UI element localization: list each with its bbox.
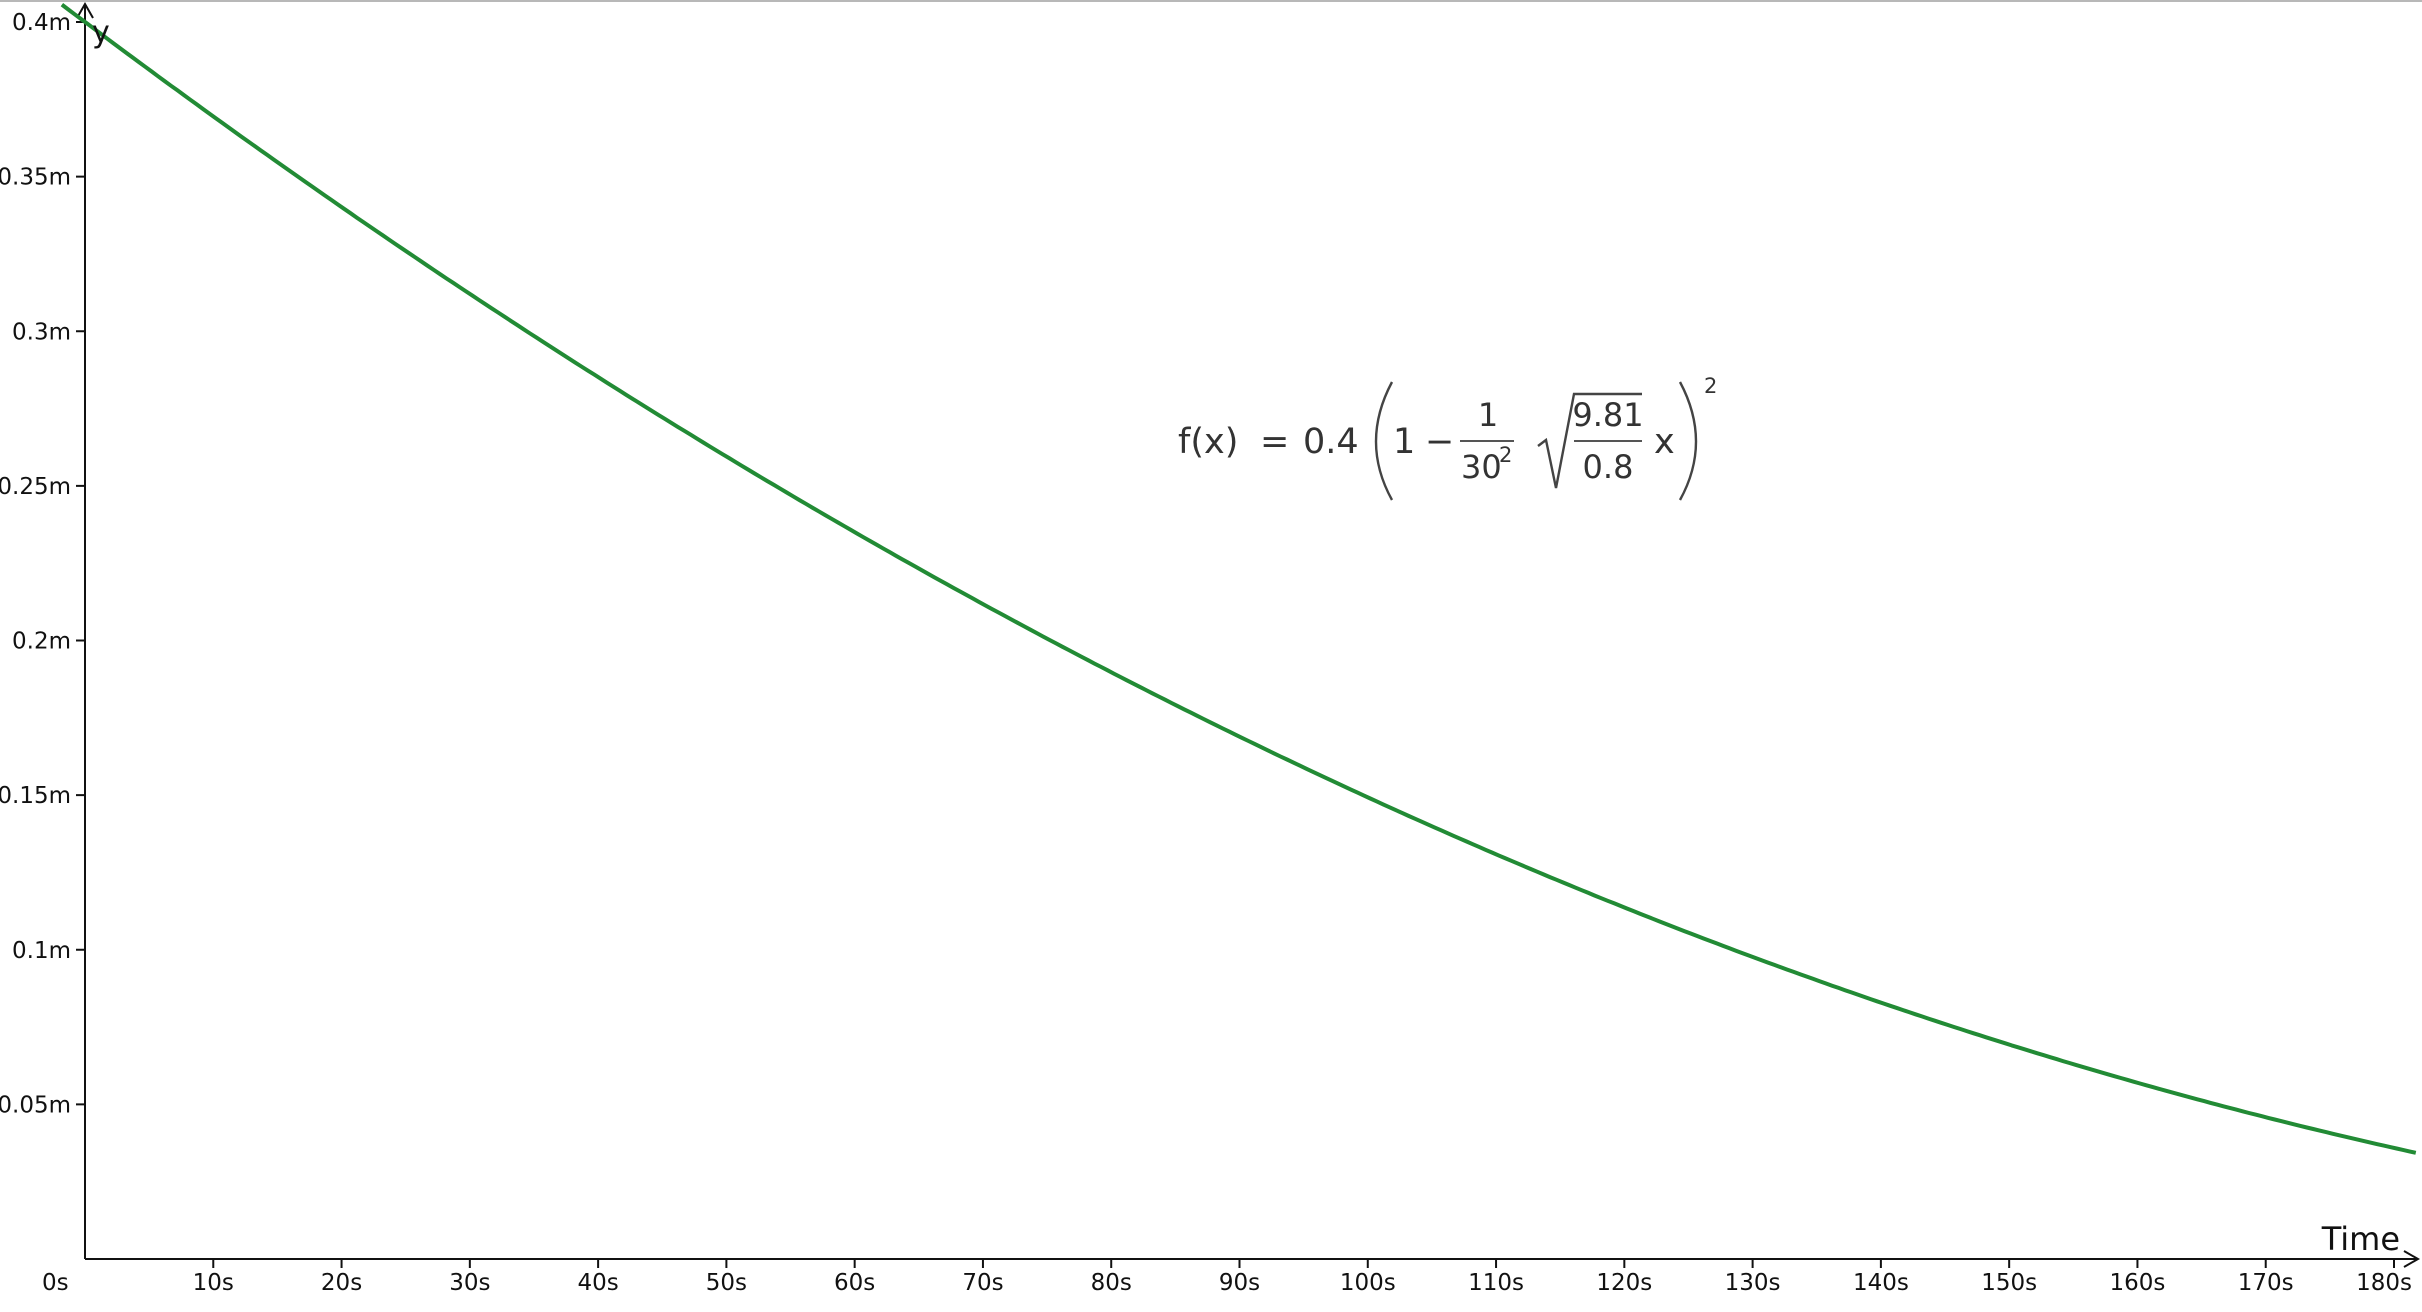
formula-equals: = [1260,422,1289,462]
x-tick-label: 10s [193,1270,234,1296]
x-tick-label: 70s [962,1270,1003,1296]
formula-sqrt-denominator: 0.8 [1583,448,1634,486]
y-axis-arrow [76,1,94,19]
x-tick-label: 160s [2109,1270,2165,1296]
y-axis-title: y [92,15,110,50]
y-tick-label: 0.3m [12,319,71,345]
y-tick-label: 0.35m [0,165,71,191]
x-tick-label: 40s [577,1270,618,1296]
x-tick-label: 130s [1725,1270,1781,1296]
y-tick-label: 0.2m [12,629,71,655]
y-tick-label: 0.4m [12,10,71,36]
x-axis-ticks: 0s 10s 20s 30s 40s 50s 60s 70s 80s 90s 100s 110s 120… [42,1259,2412,1296]
x-axis-title: Time [2321,1220,2400,1258]
series-layer [60,3,2417,1155]
x-tick-label: 90s [1219,1270,1260,1296]
x-tick-label: 110s [1468,1270,1524,1296]
x-axis-arrow [2403,1250,2421,1268]
x-tick-label: 30s [449,1270,490,1296]
x-tick-label: 60s [834,1270,875,1296]
y-tick-label: 0.15m [0,783,71,809]
x-tick-label: 100s [1340,1270,1396,1296]
formula-sqrt-numerator: 9.81 [1572,396,1643,434]
formula-variable: x [1654,422,1675,462]
x-tick-label: 180s [2356,1270,2412,1296]
x-tick-label: 0s [42,1270,69,1296]
formula-outer-exponent: 2 [1704,374,1717,398]
formula-annotation: f(x) = 0.4 1 − 1 30 2 9.81 0.8 x 2 [1178,374,1717,501]
series-line [60,3,2417,1155]
x-tick-label: 120s [1596,1270,1652,1296]
formula-right-paren [1678,381,1698,501]
formula-lhs: f(x) [1178,422,1238,462]
formula-fraction-numerator: 1 [1478,396,1498,434]
formula-fraction-denominator-exponent: 2 [1499,443,1512,467]
x-tick-label: 20s [321,1270,362,1296]
y-tick-label: 0.25m [0,474,71,500]
formula-sqrt-sign [1537,392,1642,489]
x-tick-label: 50s [706,1270,747,1296]
formula-left-paren [1374,381,1394,501]
x-tick-label: 150s [1981,1270,2037,1296]
axes [76,1,2421,1268]
formula-coefficient: 0.4 [1303,422,1359,462]
x-tick-label: 140s [1853,1270,1909,1296]
formula-fraction-denominator-base: 30 [1461,448,1502,486]
y-axis-ticks: 0.05m 0.1m 0.15m 0.2m 0.25m 0.3m 0.35m 0.4m [0,10,85,1118]
y-tick-label: 0.05m [0,1092,71,1118]
formula-minus: − [1425,422,1454,462]
x-tick-label: 170s [2238,1270,2294,1296]
x-tick-label: 80s [1091,1270,1132,1296]
y-tick-label: 0.1m [12,938,71,964]
formula-one: 1 [1393,422,1415,462]
